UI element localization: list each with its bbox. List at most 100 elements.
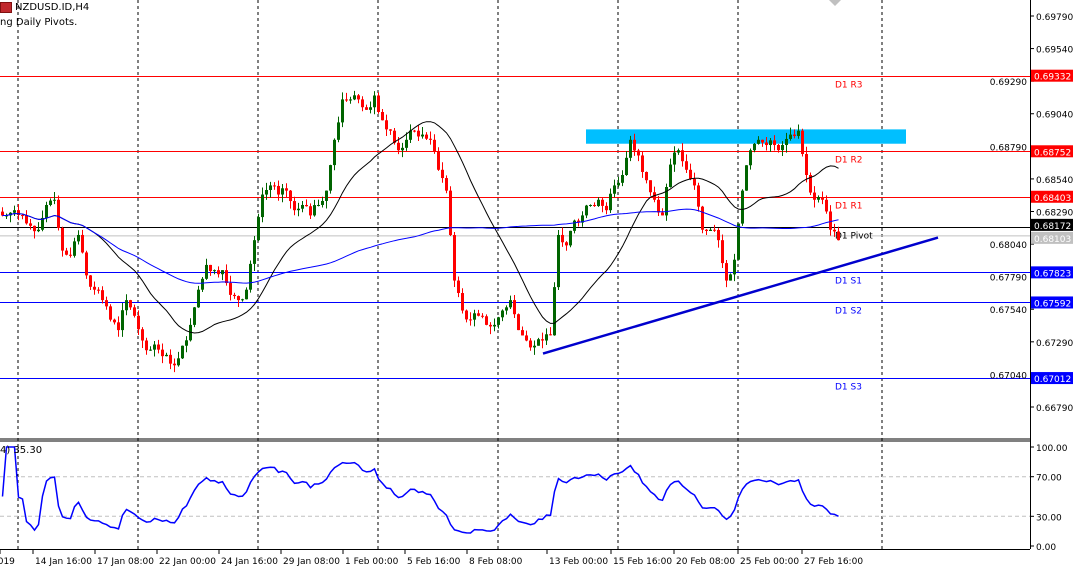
price-tag-label: 0.68172	[1034, 222, 1071, 232]
indicator-line	[1, 446, 839, 534]
candle-body	[729, 274, 732, 281]
candle-body	[425, 134, 428, 139]
candle-body	[561, 234, 564, 243]
candle-body	[121, 310, 124, 331]
candle-body	[353, 95, 356, 100]
candle-body	[317, 204, 320, 206]
time-tick-label: 22 Jan 00:00	[159, 557, 216, 567]
candle-body	[505, 307, 508, 311]
candle-body	[397, 142, 400, 151]
candle-body	[293, 201, 296, 211]
price-tick-label: 0.68790	[990, 143, 1027, 153]
candle-body	[429, 138, 432, 140]
candle-body	[137, 315, 140, 330]
candle-body	[821, 197, 824, 200]
candle-body	[445, 178, 448, 191]
candle-body	[589, 204, 592, 206]
candle-body	[517, 314, 520, 331]
candle-body	[129, 300, 132, 308]
indicator-tick-label: 0.00	[1036, 543, 1056, 553]
candle-body	[201, 278, 204, 290]
candle-body	[233, 294, 236, 297]
candle-body	[693, 178, 696, 186]
pivot-label: D1 Pivot	[835, 232, 873, 242]
candle-body	[25, 215, 28, 224]
candle-body	[777, 145, 780, 151]
candle-body	[761, 139, 764, 143]
candle-body	[329, 165, 332, 191]
pivot-label: D1 S2	[835, 307, 862, 317]
candle-body	[701, 206, 704, 230]
candle-body	[13, 210, 16, 213]
candle-body	[697, 185, 700, 207]
candle-body	[569, 230, 572, 246]
candle-body	[421, 134, 424, 137]
candle-body	[497, 317, 500, 325]
candle-body	[45, 204, 48, 218]
candle-body	[585, 205, 588, 216]
candle-body	[597, 199, 600, 207]
price-tag	[1031, 372, 1073, 385]
candle-body	[217, 270, 220, 275]
candle-body	[305, 204, 308, 207]
candle-body	[525, 335, 528, 341]
candle-body	[165, 354, 168, 357]
candle-body	[77, 234, 80, 242]
candle-body	[665, 187, 668, 216]
price-tag	[1031, 231, 1073, 244]
candle-body	[773, 140, 776, 146]
candle-body	[541, 339, 544, 341]
candle-body	[117, 322, 120, 331]
candle-body	[545, 334, 548, 341]
candle-body	[345, 99, 348, 101]
candle-body	[785, 138, 788, 146]
candle-body	[733, 259, 736, 275]
candle-body	[657, 199, 660, 213]
candle-body	[681, 150, 684, 162]
candle-body	[373, 95, 376, 108]
candle-body	[625, 157, 628, 176]
candle-body	[537, 339, 540, 346]
candle-body	[301, 204, 304, 209]
ma-fast-line	[2, 121, 839, 334]
candle-body	[769, 140, 772, 146]
candle-body	[433, 139, 436, 152]
candle-body	[437, 151, 440, 170]
candle-body	[781, 145, 784, 151]
scroll-marker-icon	[829, 0, 841, 6]
price-tick-label: 0.67040	[990, 371, 1027, 381]
pivot-label: D1 R1	[835, 202, 863, 212]
candle-body	[65, 250, 68, 255]
candle-body	[721, 240, 724, 264]
candle-body	[273, 185, 276, 187]
time-tick-label: 20 Feb 08:00	[676, 557, 735, 567]
candle-body	[325, 190, 328, 201]
symbol-title: NZDUSD.ID,H4	[15, 2, 90, 13]
candle-body	[453, 235, 456, 281]
candle-body	[581, 215, 584, 223]
candle-body	[69, 254, 72, 256]
candle-body	[381, 112, 384, 121]
candle-body	[577, 220, 580, 223]
candle-body	[633, 139, 636, 151]
candle-body	[793, 134, 796, 137]
price-tag	[1031, 266, 1073, 279]
candle-body	[477, 313, 480, 316]
candle-body	[741, 190, 744, 224]
candle-body	[753, 143, 756, 151]
candle-body	[757, 139, 760, 144]
candle-body	[749, 150, 752, 166]
time-tick-label: 24 Jan 16:00	[221, 557, 278, 567]
candle-body	[725, 263, 728, 281]
time-tick-label: 14 Jan 16:00	[35, 557, 92, 567]
candle-body	[169, 354, 172, 364]
candle-body	[265, 190, 268, 195]
candle-body	[485, 316, 488, 325]
candle-body	[349, 99, 352, 101]
candle-body	[673, 152, 676, 165]
candle-body	[641, 155, 644, 172]
candle-body	[661, 212, 664, 216]
chart-window-icon	[0, 2, 12, 13]
candle-body	[501, 310, 504, 318]
